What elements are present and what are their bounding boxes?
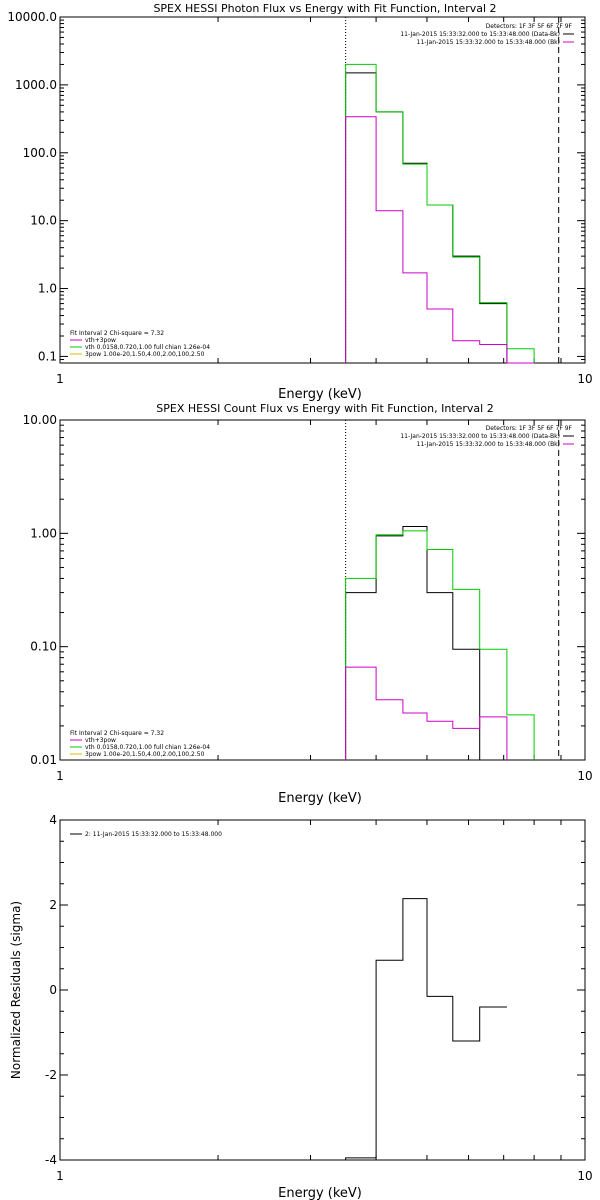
count-legend-bk: 11-Jan-2015 15:33:32.000 to 15:33:48.000… [417, 441, 560, 448]
photon-plot-frame [59, 16, 586, 364]
count-x-ticks [217, 420, 562, 760]
count-x-tick-label-1: 1 [56, 769, 64, 783]
count-x-axis-label: Energy (keV) [278, 791, 362, 806]
photon-x-tick-label-10: 10 [577, 372, 592, 386]
residuals-y-tick-label-4: 4 [49, 813, 57, 827]
photon-y-tick-label-2: 10.0 [30, 214, 57, 228]
photon-y-tick-label-3: 100.0 [23, 146, 57, 160]
residuals-panel: -4 -2 0 2 4 1 10 Energy (keV) Normalized Res… [9, 813, 593, 1200]
residuals-y-tick-label-1: -2 [45, 1068, 57, 1082]
count-y-ticks: 0.01 0.10 1.00 10.00 [23, 413, 585, 767]
photon-series [345, 63, 535, 364]
count-y-tick-label-3: 10.00 [23, 413, 57, 427]
photon-legend-vth3pow: vth+3pow [85, 337, 116, 344]
residuals-y-axis-label: Normalized Residuals (sigma) [9, 901, 23, 1079]
residuals-y-tick-label-3: 2 [49, 898, 57, 912]
photon-x-tick-label-1: 1 [56, 372, 64, 386]
count-series [345, 526, 535, 760]
photon-y-tick-label-4: 1000.0 [15, 78, 57, 92]
count-markers [345, 420, 560, 760]
photon-legend-fit-interval: Fit Interval 2 Chi-square = 7.32 [70, 330, 164, 337]
count-flux-panel: SPEX HESSI Count Flux vs Energy with Fit… [23, 402, 593, 806]
photon-flux-panel: SPEX HESSI Photon Flux vs Energy with Fi… [7, 2, 592, 402]
count-series-0-step-0 [345, 526, 481, 760]
count-legend-3pow: 3pow 1.00e-20,1.50,4.00,2.00,100,2.50 [85, 751, 205, 758]
residuals-plot-frame [59, 819, 586, 1161]
photon-legend-bk: 11-Jan-2015 15:33:32.000 to 15:33:48.000… [417, 39, 560, 46]
count-legend-vth: vth 0.0158,0.720,1.00 full chian 1.26e-0… [85, 744, 210, 751]
residuals-legend-interval: 2: 11-Jan-2015 15:33:32.000 to 15:33:48.… [85, 831, 222, 838]
photon-y-tick-label-1: 1.0 [38, 282, 57, 296]
count-legend-detectors: Detectors: 1F 3F 5F 6F 7F 9F [486, 425, 573, 432]
count-y-tick-label-0: 0.01 [30, 753, 57, 767]
photon-legend-detectors: Detectors: 1F 3F 5F 6F 7F 9F [486, 23, 573, 30]
photon-title: SPEX HESSI Photon Flux vs Energy with Fi… [153, 2, 496, 15]
photon-legend-3pow: 3pow 1.00e-20,1.50,4.00,2.00,100,2.50 [85, 351, 205, 358]
photon-x-ticks [217, 17, 562, 363]
count-series-2-step-0 [345, 666, 508, 760]
count-plot-frame [59, 419, 586, 761]
residuals-series-0-step-0 [345, 898, 507, 1160]
residuals-x-tick-label-10: 10 [577, 1169, 592, 1183]
count-y-tick-label-2: 1.00 [30, 526, 57, 540]
count-series-1-step-0 [345, 530, 535, 760]
count-y-tick-label-1: 0.10 [30, 640, 57, 654]
photon-y-tick-label-5: 10000.0 [7, 10, 57, 24]
photon-series-1-step-0 [345, 63, 535, 363]
photon-x-axis-label: Energy (keV) [278, 387, 362, 402]
photon-markers [345, 17, 560, 363]
photon-y-tick-label-0: 0.1 [38, 349, 57, 363]
count-legend-vth3pow: vth+3pow [85, 737, 116, 744]
residuals-x-ticks [217, 820, 562, 1160]
residuals-series [345, 898, 507, 1160]
count-x-tick-label-10: 10 [577, 769, 592, 783]
residuals-x-axis-label: Energy (keV) [278, 1186, 362, 1200]
count-title: SPEX HESSI Count Flux vs Energy with Fit… [156, 402, 493, 415]
photon-legend-vth: vth 0.0158,0.720,1.00 full chian 1.26e-0… [85, 344, 210, 351]
residuals-y-ticks: -4 -2 0 2 4 [45, 813, 585, 1167]
photon-series-2-step-0 [345, 116, 535, 364]
photon-y-ticks: 0.1 1.0 10.0 100.0 1000.0 10000.0 [7, 10, 585, 364]
residuals-y-tick-label-0: -4 [45, 1153, 57, 1167]
count-legend-data-bk: 11-Jan-2015 15:33:32.000 to 15:33:48.000… [400, 433, 560, 440]
count-legend-fit-interval: Fit Interval 2 Chi-square = 7.32 [70, 730, 164, 737]
photon-legend-data-bk: 11-Jan-2015 15:33:32.000 to 15:33:48.000… [400, 31, 560, 38]
residuals-x-tick-label-1: 1 [56, 1169, 64, 1183]
residuals-y-tick-label-2: 0 [49, 983, 57, 997]
